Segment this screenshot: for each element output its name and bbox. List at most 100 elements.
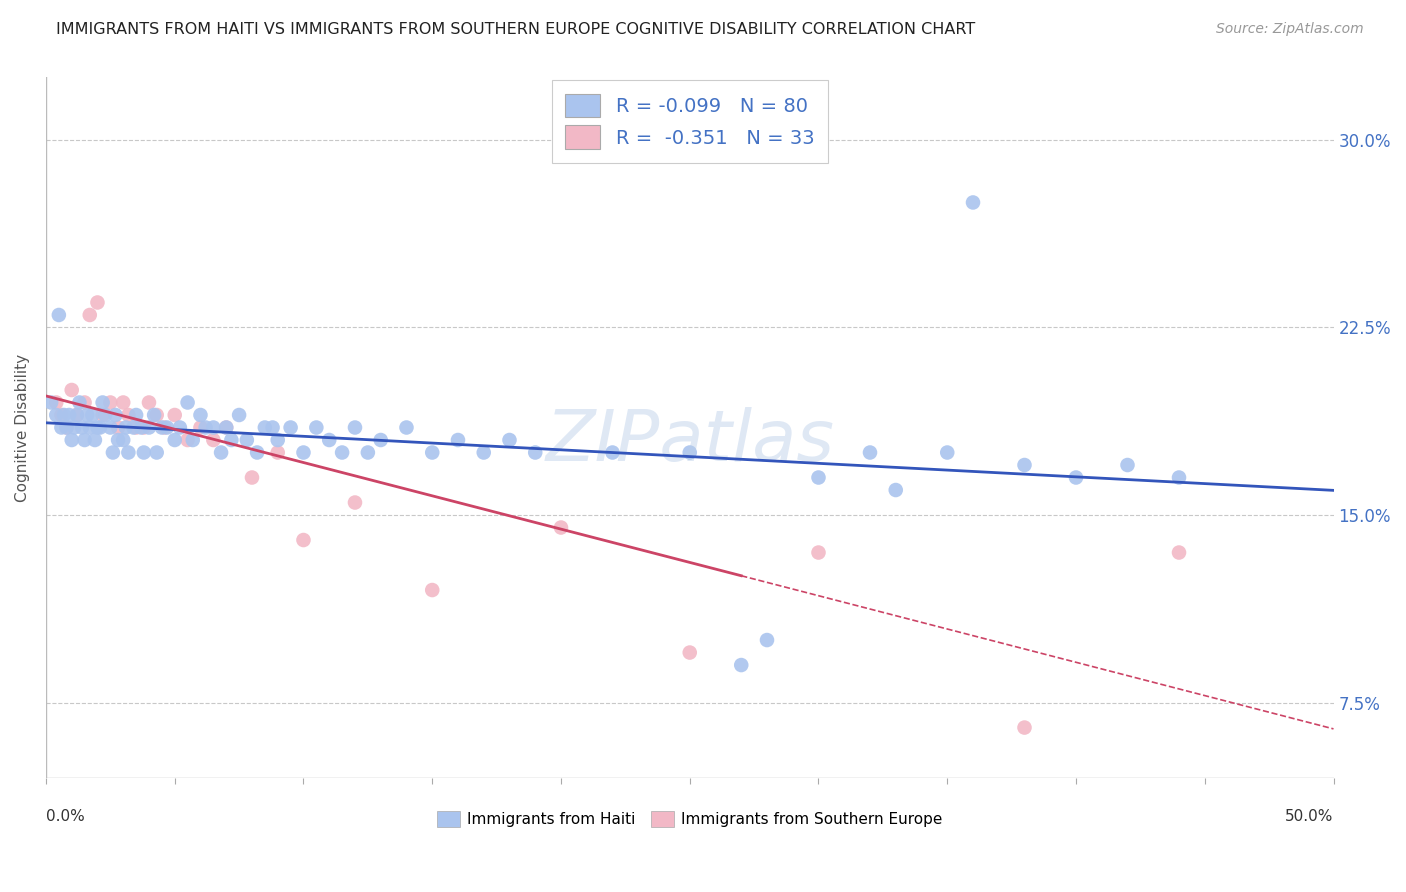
Point [292,533,315,547]
Point [202,433,225,447]
Point [1116,458,1139,472]
Point [602,445,624,459]
Text: 50.0%: 50.0% [1285,809,1333,824]
Point [498,433,520,447]
Point [79,308,101,322]
Point [51,420,73,434]
Point [209,445,232,459]
Point [679,646,702,660]
Point [129,420,152,434]
Point [125,408,148,422]
Point [73,433,96,447]
Point [292,445,315,459]
Point [420,582,443,597]
Text: ZIPatlas: ZIPatlas [546,407,834,476]
Point [86,420,108,434]
Point [60,383,83,397]
Point [370,433,392,447]
Point [807,470,830,484]
Point [60,433,83,447]
Point [163,433,186,447]
Point [156,420,179,434]
Point [236,433,259,447]
Point [76,408,98,422]
Point [98,395,121,409]
Point [143,408,166,422]
Point [550,520,572,534]
Point [66,408,89,422]
Point [936,445,959,459]
Point [357,445,380,459]
Point [125,420,148,434]
Point [280,420,302,434]
Point [1168,470,1191,484]
Point [138,395,160,409]
Point [395,420,418,434]
Point [86,295,108,310]
Point [39,395,62,409]
Point [318,433,340,447]
Point [69,395,91,409]
Point [101,445,124,459]
Point [420,445,443,459]
Point [215,420,238,434]
Point [194,420,217,434]
Point [176,433,198,447]
Point [267,433,290,447]
Point [82,408,104,422]
Point [150,420,173,434]
Point [884,483,907,497]
Point [962,195,984,210]
Point [89,420,111,434]
Point [94,408,117,422]
Point [202,420,225,434]
Point [73,395,96,409]
Point [63,420,86,434]
Point [98,420,121,434]
Point [262,420,284,434]
Point [343,420,366,434]
Point [66,408,89,422]
Point [730,658,752,673]
Point [163,408,186,422]
Point [83,433,105,447]
Point [117,408,139,422]
Point [267,445,290,459]
Point [253,420,276,434]
Point [51,408,73,422]
Point [524,445,547,459]
Point [104,408,127,422]
Point [472,445,495,459]
Point [91,395,114,409]
Point [145,445,167,459]
Point [45,395,67,409]
Legend: R = -0.099   N = 80, R =  -0.351   N = 33: R = -0.099 N = 80, R = -0.351 N = 33 [551,80,828,162]
Point [756,633,779,648]
Point [132,445,155,459]
Point [246,445,269,459]
Point [138,420,160,434]
Point [107,433,129,447]
Point [807,545,830,559]
Point [190,420,212,434]
Point [48,308,70,322]
Point [679,445,702,459]
Point [305,420,328,434]
Text: Source: ZipAtlas.com: Source: ZipAtlas.com [1216,22,1364,37]
Point [343,495,366,509]
Point [221,433,243,447]
Point [240,470,263,484]
Point [53,408,76,422]
Text: IMMIGRANTS FROM HAITI VS IMMIGRANTS FROM SOUTHERN EUROPE COGNITIVE DISABILITY CO: IMMIGRANTS FROM HAITI VS IMMIGRANTS FROM… [56,22,976,37]
Point [79,420,101,434]
Point [132,420,155,434]
Point [122,420,145,434]
Point [859,445,882,459]
Point [1168,545,1191,559]
Point [169,420,191,434]
Point [1014,458,1036,472]
Point [215,420,238,434]
Point [1064,470,1087,484]
Point [58,408,80,422]
Point [176,395,198,409]
